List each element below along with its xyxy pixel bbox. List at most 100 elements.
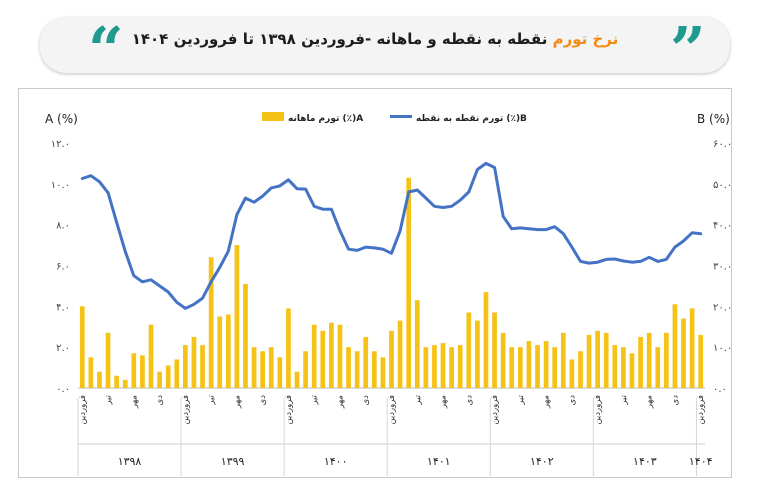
month-label: مهر bbox=[439, 395, 449, 409]
right-axis-label: B (%) bbox=[697, 112, 730, 126]
bar-monthly bbox=[689, 308, 695, 389]
right-tick-label: ۳۰.۰ bbox=[713, 262, 732, 273]
year-label: ۱۴۰۱ bbox=[427, 455, 451, 468]
right-tick-label: ۴۰.۰ bbox=[713, 221, 732, 232]
month-label: تیر bbox=[310, 394, 320, 405]
left-tick-label: ۶.۰ bbox=[56, 262, 70, 273]
bar-monthly bbox=[389, 330, 394, 388]
bar-monthly bbox=[612, 345, 618, 389]
left-tick-label: ۸.۰ bbox=[56, 221, 70, 232]
bar-monthly bbox=[371, 351, 377, 388]
bar-monthly bbox=[311, 324, 317, 388]
bar-monthly bbox=[509, 347, 515, 388]
bar-monthly bbox=[208, 257, 214, 388]
bar-monthly bbox=[595, 330, 600, 388]
bar-monthly bbox=[225, 314, 231, 388]
bar-monthly bbox=[148, 324, 154, 388]
month-label: دی bbox=[361, 395, 371, 406]
bar-monthly bbox=[672, 304, 678, 388]
right-tick-label: ۱۰.۰ bbox=[713, 343, 732, 354]
bar-monthly bbox=[440, 343, 446, 388]
bar-monthly bbox=[346, 347, 351, 388]
bar-monthly bbox=[329, 322, 334, 388]
chart-title: نرخ تورم نقطه به نقطه و ماهانه -فروردین … bbox=[130, 30, 620, 48]
month-label: تیر bbox=[413, 394, 423, 405]
month-label: تیر bbox=[104, 394, 114, 405]
bar-monthly bbox=[526, 341, 532, 388]
bar-monthly bbox=[157, 371, 162, 388]
chart-panel bbox=[18, 88, 732, 478]
bar-monthly bbox=[380, 357, 386, 389]
bar-monthly bbox=[354, 351, 360, 388]
bar-monthly bbox=[140, 355, 145, 388]
bar-monthly bbox=[165, 365, 171, 388]
bar-monthly bbox=[535, 345, 540, 389]
bar-monthly bbox=[88, 357, 94, 389]
bar-monthly bbox=[603, 332, 609, 389]
bar-monthly bbox=[586, 334, 592, 388]
bar-monthly bbox=[475, 320, 480, 389]
bar-monthly bbox=[663, 332, 669, 389]
bar-monthly bbox=[449, 347, 454, 388]
bar-monthly bbox=[578, 351, 583, 388]
quote-mark-right-icon: ” bbox=[670, 13, 706, 86]
bar-monthly bbox=[303, 351, 308, 388]
month-label: مهر bbox=[542, 395, 552, 409]
year-label: ۱۳۹۸ bbox=[118, 455, 142, 468]
bar-monthly bbox=[294, 371, 300, 388]
month-label: دی bbox=[258, 395, 268, 406]
bar-monthly bbox=[337, 324, 343, 388]
bar-monthly bbox=[397, 320, 403, 389]
bar-monthly bbox=[517, 347, 523, 388]
quote-mark-left-icon: “ bbox=[88, 13, 124, 86]
bar-monthly bbox=[183, 345, 188, 389]
month-label: فروردین bbox=[696, 395, 706, 425]
legend-label-yoy: تورم نقطه به نقطه (٪)B bbox=[416, 114, 527, 124]
year-label: ۱۴۰۴ bbox=[689, 455, 713, 468]
bar-monthly bbox=[191, 336, 197, 388]
year-label: ۱۳۹۹ bbox=[221, 455, 245, 468]
month-label: فروردین bbox=[181, 395, 191, 425]
bar-monthly bbox=[543, 341, 549, 388]
title-banner: “ ” bbox=[40, 17, 730, 81]
right-tick-label: ۶۰.۰ bbox=[713, 139, 732, 150]
bar-monthly bbox=[251, 347, 257, 388]
bar-monthly bbox=[200, 345, 205, 389]
left-tick-label: ۴.۰ bbox=[56, 302, 70, 313]
month-label: تیر bbox=[516, 394, 526, 405]
month-label: فروردین bbox=[284, 395, 294, 425]
left-tick-label: ۱۲.۰ bbox=[51, 139, 70, 150]
bar-monthly bbox=[79, 306, 85, 388]
bar-monthly bbox=[423, 347, 429, 388]
bar-monthly bbox=[655, 347, 661, 388]
bar-monthly bbox=[646, 332, 652, 389]
month-label: مهر bbox=[129, 395, 139, 409]
bar-monthly bbox=[621, 347, 626, 388]
line-yoy bbox=[80, 161, 703, 310]
bar-monthly bbox=[629, 353, 635, 388]
bar-monthly bbox=[114, 375, 120, 388]
bar-monthly bbox=[569, 359, 575, 388]
year-label: ۱۴۰۳ bbox=[633, 455, 657, 468]
bar-monthly bbox=[260, 351, 266, 388]
bar-monthly bbox=[105, 332, 111, 389]
month-label: مهر bbox=[335, 395, 345, 409]
bar-monthly bbox=[406, 177, 412, 388]
bar-monthly bbox=[552, 347, 558, 388]
bar-monthly bbox=[698, 334, 704, 388]
bar-monthly bbox=[500, 332, 506, 389]
bar-monthly bbox=[122, 379, 128, 388]
bar-monthly bbox=[466, 312, 472, 388]
year-label: ۱۴۰۰ bbox=[324, 455, 348, 468]
bar-monthly bbox=[457, 345, 463, 389]
bar-monthly bbox=[277, 357, 283, 389]
bar-monthly bbox=[432, 345, 437, 389]
bar-monthly bbox=[174, 359, 180, 388]
bar-monthly bbox=[268, 347, 274, 388]
bar-monthly bbox=[243, 283, 248, 389]
month-label: فروردین bbox=[593, 395, 603, 425]
right-tick-label: ۰.۰ bbox=[713, 384, 727, 395]
legend-label-monthly: تورم ماهانه (٪)A bbox=[288, 114, 363, 124]
title-highlight: نرخ تورم bbox=[552, 30, 619, 48]
